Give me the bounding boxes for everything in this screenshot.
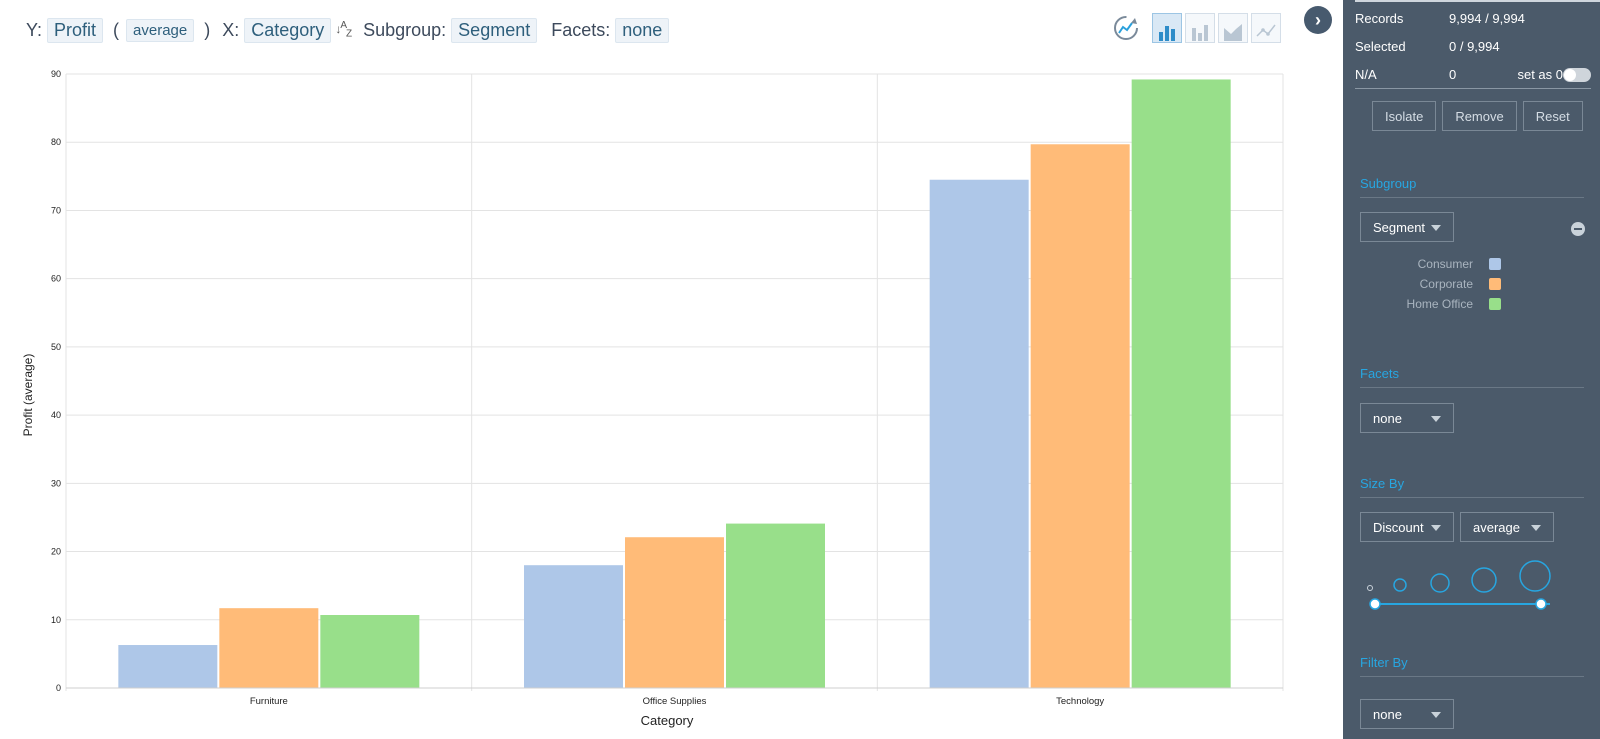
- remove-button[interactable]: Remove: [1442, 101, 1517, 131]
- facets-dropdown-value: none: [1373, 410, 1402, 426]
- subgroup-label: Subgroup:: [363, 19, 447, 40]
- reset-button[interactable]: Reset: [1522, 101, 1583, 131]
- filterby-dropdown-value: none: [1373, 706, 1402, 722]
- bar-office-supplies-corporate[interactable]: [625, 537, 724, 688]
- bar-chart: 0 10 20 30 40 50 60 70 80 90 Furniture Office Suppl…: [21, 69, 1284, 728]
- subgroup-selector[interactable]: Segment: [451, 17, 538, 43]
- bar-technology-corporate[interactable]: [1030, 144, 1130, 688]
- records-label: Records: [1355, 11, 1404, 26]
- area-chart-icon[interactable]: [1218, 13, 1248, 43]
- chevron-down-icon: [1431, 225, 1441, 231]
- y-tick-label: 60: [51, 274, 61, 284]
- legend-label: Consumer: [1417, 257, 1473, 271]
- y-tick-label: 70: [51, 205, 61, 215]
- sizeby-field-dropdown[interactable]: Discount: [1360, 512, 1454, 542]
- chevron-down-icon: [1531, 525, 1541, 531]
- bar-technology-consumer[interactable]: [929, 179, 1029, 688]
- filterby-section-title: Filter By: [1360, 655, 1584, 677]
- size-range-slider[interactable]: [1360, 556, 1590, 611]
- reload-icon[interactable]: [1110, 12, 1142, 44]
- chevron-down-icon: [1431, 525, 1441, 531]
- y-tick-label: 20: [51, 547, 61, 557]
- facets-dropdown[interactable]: none: [1360, 403, 1454, 433]
- y-tick-label: 50: [51, 342, 61, 352]
- encoding-toolbar: Y: Profit ( average ) X: Category ↓AZ Su…: [26, 16, 673, 44]
- na-value: 0: [1449, 67, 1457, 82]
- legend-swatch: [1489, 298, 1501, 310]
- x-tick-label: Technology: [1056, 696, 1104, 707]
- subgroup-dropdown[interactable]: Segment: [1360, 212, 1454, 242]
- legend-item[interactable]: Home Office: [1373, 296, 1503, 314]
- y-tick-label: 90: [51, 69, 61, 79]
- y-tick-label: 30: [51, 478, 61, 488]
- chevron-down-icon: [1431, 416, 1441, 422]
- y-tick-label: 0: [56, 683, 61, 693]
- sizeby-field-value: Discount: [1373, 519, 1424, 535]
- bar-furniture-consumer[interactable]: [118, 645, 218, 688]
- na-row: N/A 0 set as 0: [1355, 62, 1591, 89]
- sizeby-aggregate-value: average: [1473, 519, 1520, 535]
- bar-technology-home-office[interactable]: [1131, 79, 1231, 689]
- facets-selector[interactable]: none: [615, 17, 670, 43]
- collapse-panel-button[interactable]: ›: [1304, 6, 1332, 34]
- legend-swatch: [1489, 278, 1501, 290]
- x-field-selector[interactable]: Category: [244, 17, 332, 43]
- chart-type-switcher: [1110, 12, 1284, 44]
- bar-furniture-home-office[interactable]: [320, 615, 420, 688]
- y-tick-label: 80: [51, 137, 61, 147]
- y-aggregate-selector[interactable]: average: [126, 18, 195, 42]
- x-tick-label: Office Supplies: [643, 696, 707, 707]
- selected-label: Selected: [1355, 39, 1406, 54]
- legend-swatch: [1489, 258, 1501, 270]
- facets-label: Facets:: [551, 19, 611, 40]
- paren-open: (: [113, 19, 120, 40]
- subgroup-section-title: Subgroup: [1360, 176, 1584, 198]
- paren-close: ): [204, 19, 211, 40]
- legend-item[interactable]: Consumer: [1373, 256, 1503, 274]
- y-tick-label: 10: [51, 615, 61, 625]
- x-axis-title: Category: [641, 713, 694, 728]
- remove-subgroup-icon[interactable]: [1571, 222, 1585, 236]
- isolate-button[interactable]: Isolate: [1372, 101, 1437, 131]
- bar-chart-icon[interactable]: [1152, 13, 1182, 43]
- subgroup-dropdown-value: Segment: [1373, 219, 1426, 235]
- set-as-zero-label: set as 0: [1517, 67, 1563, 82]
- line-chart-icon[interactable]: [1251, 13, 1281, 43]
- action-buttons: Isolate Remove Reset: [1372, 101, 1583, 131]
- column-chart-icon[interactable]: [1185, 13, 1215, 43]
- filterby-dropdown[interactable]: none: [1360, 699, 1454, 729]
- side-panel: Records 9,994 / 9,994 Selected 0 / 9,994…: [1343, 0, 1600, 739]
- set-as-zero-toggle[interactable]: [1563, 68, 1591, 82]
- axes: 0 10 20 30 40 50 60 70 80 90 Furniture Office Suppl…: [51, 69, 1283, 707]
- records-value: 9,994 / 9,994: [1449, 11, 1525, 26]
- x-axis-label: X:: [222, 19, 240, 40]
- y-axis-title: Profit (average): [21, 354, 35, 437]
- y-axis-label: Y:: [26, 19, 43, 40]
- bar-office-supplies-home-office[interactable]: [726, 523, 825, 688]
- selected-value: 0 / 9,994: [1449, 39, 1500, 54]
- y-field-selector[interactable]: Profit: [47, 17, 104, 43]
- bars: [118, 79, 1231, 689]
- chevron-right-icon: ›: [1315, 9, 1321, 30]
- sizeby-aggregate-dropdown[interactable]: average: [1460, 512, 1554, 542]
- chevron-down-icon: [1431, 712, 1441, 718]
- na-label: N/A: [1355, 67, 1377, 82]
- y-tick-label: 40: [51, 410, 61, 420]
- records-row: Records 9,994 / 9,994: [1355, 6, 1591, 32]
- legend-item[interactable]: Corporate: [1373, 276, 1503, 294]
- x-tick-label: Furniture: [250, 696, 288, 707]
- bar-furniture-corporate[interactable]: [219, 608, 319, 688]
- sort-az-icon[interactable]: ↓AZ: [335, 20, 352, 40]
- legend-label: Corporate: [1419, 277, 1473, 291]
- bar-office-supplies-consumer[interactable]: [524, 565, 623, 688]
- facets-section-title: Facets: [1360, 366, 1584, 388]
- legend-label: Home Office: [1406, 297, 1473, 311]
- selected-row: Selected 0 / 9,994: [1355, 34, 1591, 60]
- sizeby-section-title: Size By: [1360, 476, 1584, 498]
